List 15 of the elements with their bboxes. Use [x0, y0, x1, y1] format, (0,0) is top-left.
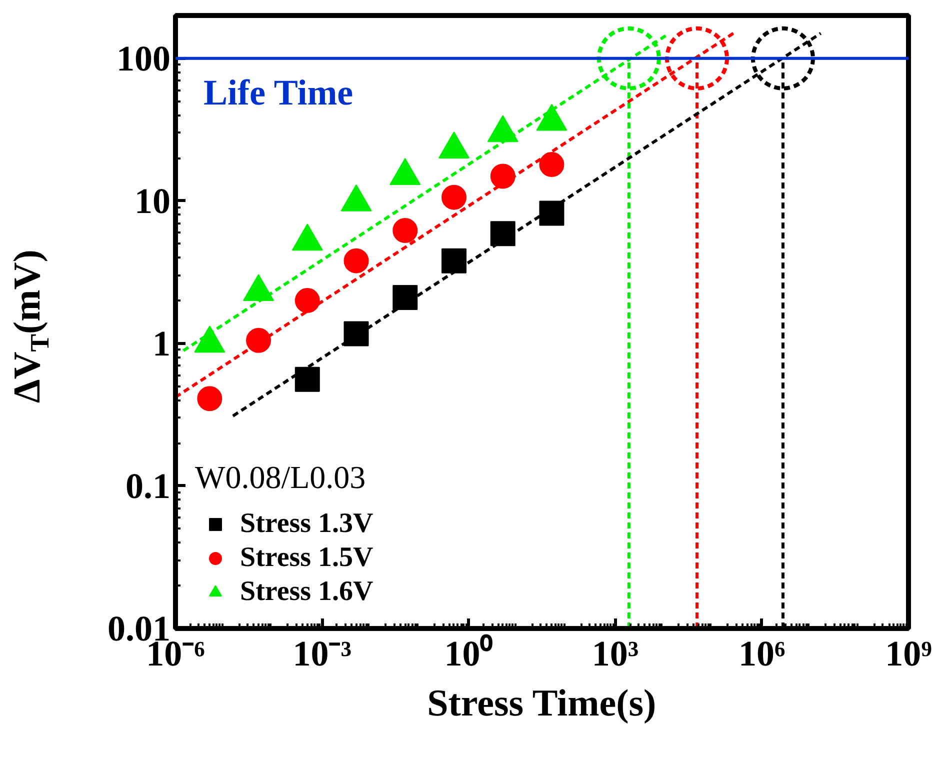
y-tick-label: 1	[152, 323, 170, 364]
y-tick-label: 10	[134, 180, 170, 221]
x-tick-label: 10⁶	[738, 634, 786, 674]
legend-label: Stress 1.5V	[240, 542, 374, 574]
y-tick-label: 100	[116, 38, 170, 78]
x-tick-label: 10⁻³	[292, 634, 352, 674]
x-axis-title: Stress Time(s)	[427, 682, 656, 724]
x-tick-label: 10³	[592, 634, 639, 674]
x-tick-label: 10⁰	[444, 634, 494, 674]
ref-line-label: Life Time	[204, 72, 354, 112]
legend-title: W0.08/L0.03	[195, 459, 367, 496]
x-tick-label: 10⁹	[885, 634, 932, 674]
legend-label: Stress 1.3V	[240, 508, 374, 540]
legend-label: Stress 1.6V	[240, 576, 374, 608]
y-tick-label: 0.1	[126, 466, 170, 506]
